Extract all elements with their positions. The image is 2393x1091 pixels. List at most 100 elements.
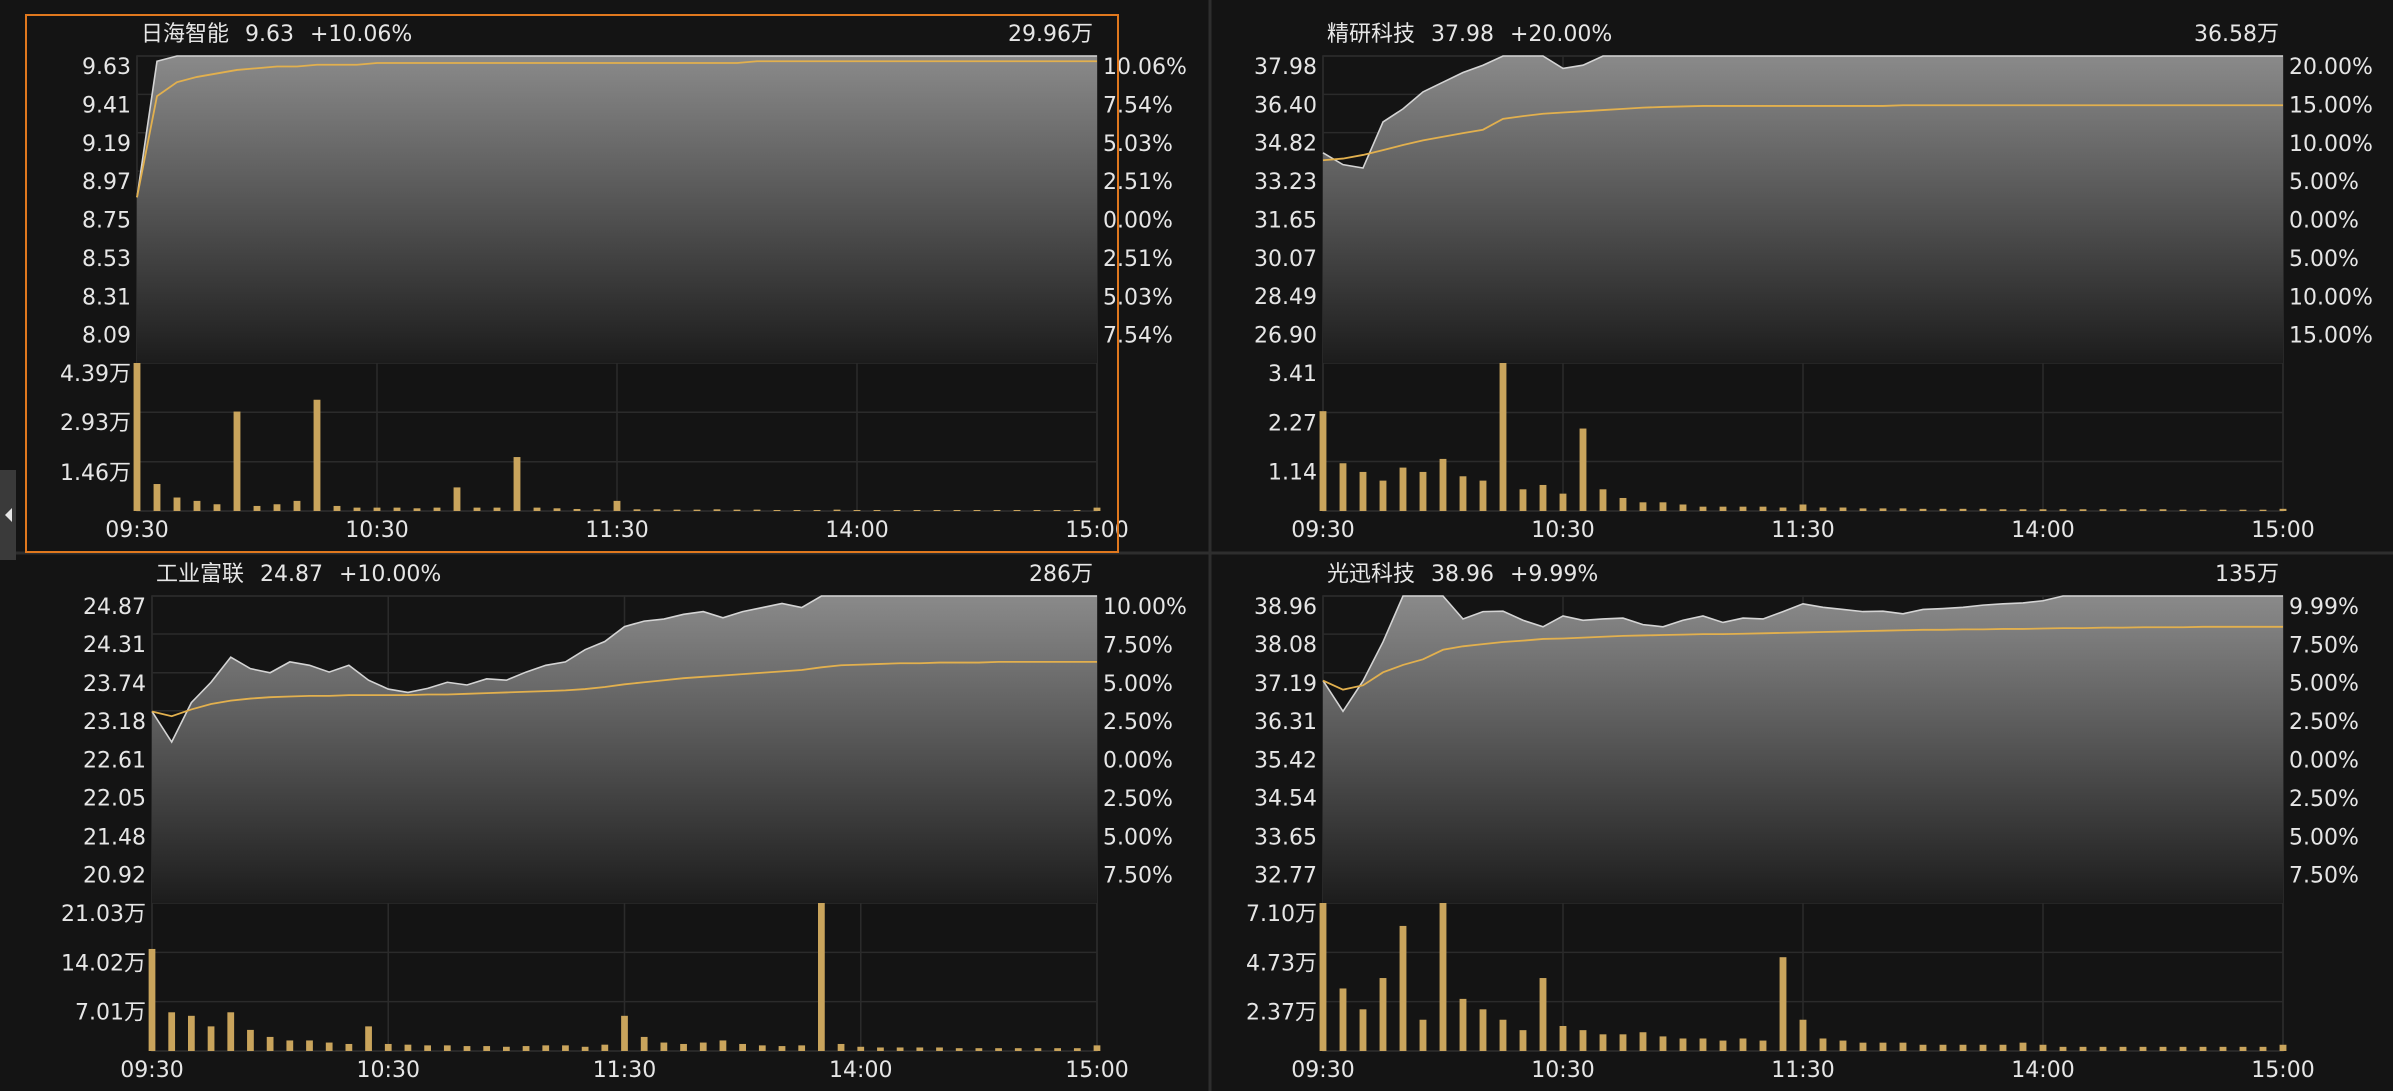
x-tick-label: 09:30 (120, 1058, 183, 1083)
volume-bar (1679, 1038, 1687, 1051)
volume-bar (913, 509, 921, 511)
y-tick-label: 33.65 (1254, 825, 1317, 850)
volume-bar (1999, 509, 2007, 511)
y2-tick-label: 5.00% (2289, 825, 2359, 850)
volume-bar (2099, 1046, 2107, 1051)
y2-tick-label: 0.00% (1103, 209, 1173, 234)
volume-bar (453, 487, 461, 511)
x-tick-label: 11:30 (1771, 1058, 1834, 1083)
volume-bar (1959, 1044, 1967, 1051)
volume-bar (1053, 509, 1061, 511)
volume-bar (1939, 1044, 1947, 1051)
volume-bar (1559, 1025, 1567, 1051)
volume-bar (253, 505, 261, 511)
y2-tick-label: 2.50% (1103, 710, 1173, 735)
volume-bar (1033, 509, 1041, 511)
volume-bar (1459, 998, 1467, 1051)
volume-bar (1739, 506, 1747, 511)
volume-bar (1819, 1038, 1827, 1051)
x-tick-label: 14:00 (829, 1058, 892, 1083)
volume-bar (1499, 363, 1507, 511)
volume-bar (1339, 988, 1347, 1051)
volume-bar (1839, 1040, 1847, 1051)
volume-bar (1679, 504, 1687, 511)
volume-bar (818, 903, 825, 1051)
volume-bar (1779, 957, 1787, 1051)
volume-bar (1759, 1040, 1767, 1051)
stock-panel: 37.98 36.40 34.82 33.23 31.65 30.07 28.49 26.90… (1254, 22, 2373, 543)
price-area (152, 596, 1097, 903)
volume-bar (207, 1026, 215, 1051)
volume-bar (1799, 504, 1807, 511)
volume-bar (2139, 1046, 2147, 1051)
y-tick-label: 37.98 (1254, 55, 1317, 80)
volume-bar (313, 399, 321, 511)
volume-tick-label: 2.93万 (60, 411, 131, 436)
volume-bar (798, 1045, 806, 1051)
volume-tick-label: 21.03万 (61, 902, 146, 927)
volume-tick-label: 7.01万 (75, 1001, 146, 1026)
y2-tick-label: 0.00% (2289, 749, 2359, 774)
volume-tick-label: 2.37万 (1246, 1001, 1317, 1026)
volume-bar (193, 500, 201, 511)
y2-tick-label: 7.54% (1103, 93, 1173, 118)
volume-bar (2159, 509, 2167, 511)
volume-bar (542, 1045, 550, 1051)
y2-tick-label: 5.00% (2289, 247, 2359, 272)
volume-bar (1499, 1019, 1507, 1051)
x-tick-label: 14:00 (2011, 518, 2074, 543)
volume-bar (699, 1042, 707, 1051)
volume-bar (293, 500, 301, 511)
volume-bar (1319, 411, 1327, 511)
x-tick-label: 10:30 (345, 518, 408, 543)
last-price: 38.96 (1431, 562, 1494, 587)
y-tick-label: 21.48 (83, 825, 146, 850)
y-tick-label: 8.53 (82, 247, 131, 272)
volume-bar (213, 504, 221, 511)
volume-bar (463, 1046, 471, 1051)
y2-tick-label: 7.50% (2289, 633, 2359, 658)
y2-tick-label: 5.03% (1103, 132, 1173, 157)
y2-tick-label: 5.03% (1103, 285, 1173, 310)
y2-tick-label: 7.50% (1103, 864, 1173, 889)
volume-bar (306, 1040, 313, 1051)
last-price: 9.63 (245, 22, 294, 47)
y-tick-label: 9.19 (82, 132, 131, 157)
y2-tick-label: 7.50% (2289, 864, 2359, 889)
volume-bar (513, 457, 521, 511)
y2-tick-label: 5.00% (2289, 672, 2359, 697)
volume-bar (936, 1047, 943, 1051)
y2-tick-label: 7.50% (1103, 633, 1173, 658)
y2-tick-label: 10.06% (1103, 55, 1187, 80)
x-tick-label: 10:30 (1531, 1058, 1594, 1083)
volume-tick-label: 14.02万 (61, 951, 146, 976)
volume-bar (733, 509, 741, 511)
volume-bar (562, 1045, 569, 1051)
volume-bar (1399, 467, 1407, 511)
volume-bar (680, 1043, 687, 1051)
volume-bar (483, 1046, 491, 1051)
y-tick-label: 34.54 (1254, 787, 1317, 812)
volume-bar (773, 509, 781, 511)
y2-tick-label: 2.50% (2289, 787, 2359, 812)
y2-tick-label: 7.54% (1103, 324, 1173, 349)
price-line (136, 55, 1097, 198)
stock-name: 工业富联 (156, 562, 244, 587)
volume-bar (1719, 506, 1727, 511)
volume-bar (973, 509, 981, 511)
y-tick-label: 30.07 (1254, 247, 1317, 272)
volume-bar (533, 507, 541, 511)
volume-bar (2079, 509, 2087, 511)
volume-total: 286万 (1029, 562, 1093, 587)
price-area (1323, 56, 2283, 363)
volume-bar (345, 1043, 353, 1051)
volume-bar (955, 1048, 963, 1051)
volume-tick-label: 4.39万 (60, 362, 131, 387)
y-tick-label: 8.75 (82, 209, 131, 234)
volume-bar (1739, 1038, 1747, 1051)
volume-bar (433, 507, 441, 511)
volume-bar (1459, 476, 1467, 511)
volume-bar (1699, 506, 1707, 511)
volume-tick-label: 1.14 (1268, 461, 1317, 486)
volume-bar (384, 1043, 392, 1051)
